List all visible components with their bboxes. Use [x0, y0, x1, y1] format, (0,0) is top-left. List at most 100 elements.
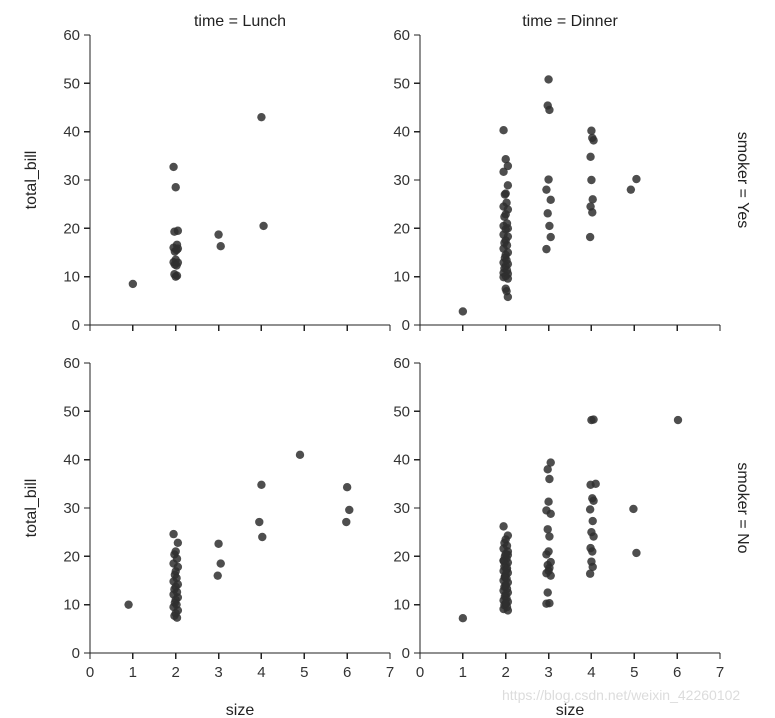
y-tick-label: 30 [393, 172, 410, 189]
panel-lunch-yes: 0 10 20 30 40 50 60 time = Lunch total_bill [23, 13, 391, 334]
scatter-point [545, 474, 554, 484]
scatter-point [632, 174, 641, 184]
scatter-point [458, 307, 468, 316]
scatter-point [545, 221, 554, 231]
scatter-point [544, 75, 553, 84]
x-tick-label: 5 [630, 664, 638, 681]
y-tick-label: 50 [393, 403, 410, 420]
scatter-point [503, 550, 513, 560]
scatter-point [503, 181, 513, 190]
x-tick-label: 6 [673, 664, 681, 681]
scatter-point [169, 529, 178, 539]
y-tick-label: 40 [393, 124, 410, 141]
panel-column-title: time = Lunch [194, 13, 286, 30]
scatter-point [501, 599, 510, 608]
scatter-point [585, 505, 595, 514]
scatter-point [544, 175, 553, 184]
scatter-point [500, 572, 510, 582]
y-tick-label: 20 [63, 220, 80, 237]
x-tick-label: 7 [386, 664, 394, 681]
scatter-point [171, 272, 180, 281]
y-tick-label: 0 [72, 317, 80, 334]
panel-dinner-yes: 0 10 20 30 40 50 60 time = Dinner smoker = Yes [393, 13, 751, 334]
panel-dinner-no: 0 10 20 30 40 50 60 0 1 2 3 4 5 6 7 smoker = No size [393, 355, 751, 718]
y-tick-label: 20 [393, 220, 410, 237]
scatter-point [213, 571, 222, 580]
watermark-text: https://blog.csdn.net/weixin_42260102 [502, 687, 740, 703]
x-tick-label: 6 [343, 664, 351, 681]
x-axis-title: size [556, 702, 585, 718]
y-tick-label: 30 [63, 172, 80, 189]
panel-row-title: smoker = Yes [734, 132, 751, 229]
x-axis-title: size [226, 702, 255, 718]
scatter-point [588, 562, 597, 572]
y-tick-label: 10 [393, 269, 410, 286]
scatter-point [546, 509, 555, 518]
panel-row-title: smoker = No [734, 462, 751, 553]
x-tick-label: 2 [502, 664, 510, 681]
scatter-point [585, 569, 595, 578]
scatter-point [673, 415, 683, 425]
y-tick-label: 50 [63, 403, 80, 420]
scatter-point [543, 209, 552, 218]
scatter-point [544, 497, 553, 506]
scatter-point [499, 522, 508, 531]
scatter-point [499, 556, 508, 565]
scatter-point [542, 550, 551, 559]
y-tick-label: 0 [72, 645, 80, 662]
scatter-point [500, 190, 510, 199]
scatter-point [543, 588, 552, 597]
scatter-point [124, 600, 133, 609]
scatter-point [255, 517, 264, 527]
y-axis-title: total_bill [23, 479, 40, 538]
scatter-point [588, 195, 597, 204]
x-tick-label: 1 [129, 664, 137, 681]
scatter-point [214, 539, 223, 548]
scatter-point [458, 614, 468, 623]
scatter-point [342, 517, 351, 527]
y-tick-label: 50 [393, 75, 410, 92]
scatter-point [259, 221, 268, 231]
scatter-point [503, 606, 513, 615]
scatter-point [587, 175, 596, 185]
scatter-point [542, 185, 551, 194]
x-tick-label: 5 [300, 664, 308, 681]
scatter-point [542, 244, 551, 254]
y-tick-label: 10 [393, 597, 410, 614]
x-tick-label: 1 [459, 664, 467, 681]
y-tick-label: 20 [63, 548, 80, 565]
scatter-point [503, 292, 513, 302]
scatter-point [216, 242, 225, 251]
x-tick-label: 4 [257, 664, 265, 681]
x-tick-label: 7 [716, 664, 724, 681]
x-tick-label: 2 [172, 664, 180, 681]
scatter-point [545, 532, 554, 541]
scatter-point [295, 450, 305, 460]
x-tick-label: 3 [214, 664, 222, 681]
y-tick-label: 60 [63, 27, 80, 44]
scatter-point [585, 232, 595, 242]
x-tick-label: 3 [544, 664, 552, 681]
x-tick-label: 4 [587, 664, 595, 681]
scatter-point [128, 279, 138, 289]
scatter-point [216, 559, 225, 568]
scatter-point [545, 105, 554, 115]
scatter-point [257, 112, 266, 122]
scatter-point [546, 458, 555, 467]
scatter-point [589, 532, 598, 541]
scatter-point [543, 525, 552, 534]
x-tick-label: 0 [416, 664, 424, 681]
scatter-point [214, 230, 223, 239]
scatter-point [543, 465, 552, 474]
scatter-point [589, 415, 598, 424]
scatter-point [500, 212, 509, 221]
y-tick-label: 20 [393, 548, 410, 565]
scatter-point [169, 162, 178, 172]
scatter-point [546, 571, 555, 580]
y-tick-label: 0 [402, 317, 410, 334]
scatter-point [499, 167, 508, 176]
scatter-point [588, 208, 597, 217]
scatter-point [171, 183, 180, 192]
scatter-point [629, 504, 638, 514]
